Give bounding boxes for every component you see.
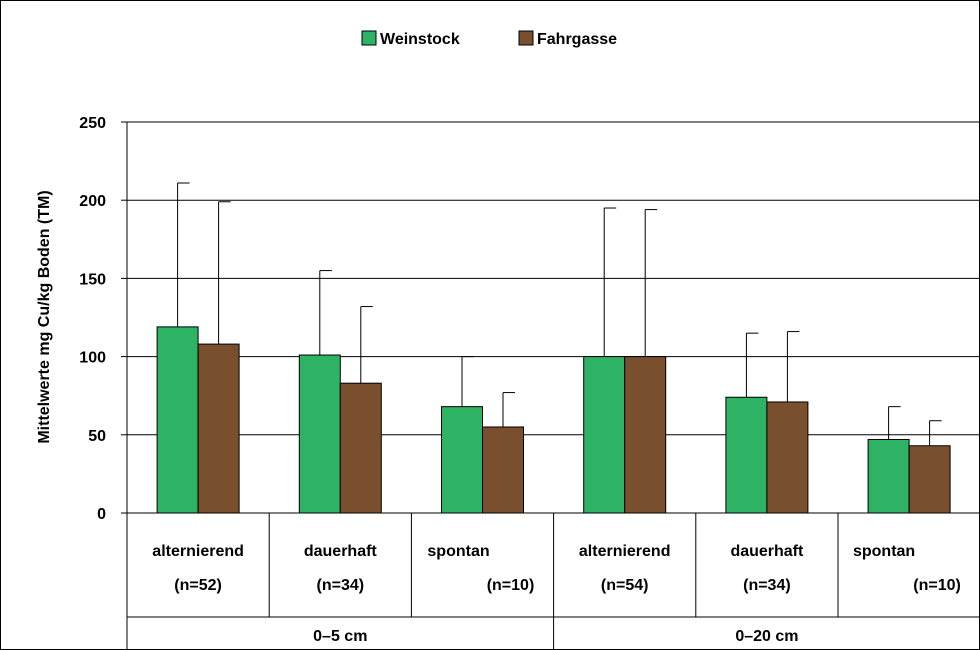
legend-label-fahrgasse: Fahrgasse xyxy=(537,31,617,48)
bar-fahrgasse xyxy=(482,426,524,514)
legend-swatch-weinstock xyxy=(361,30,377,46)
x-category-label: alternierend xyxy=(152,543,244,560)
x-category-n: (n=52) xyxy=(174,577,222,594)
legend-swatch-fahrgasse xyxy=(518,30,534,46)
bar-weinstock xyxy=(298,354,341,514)
x-category-label: spontan xyxy=(427,543,489,560)
x-category-n: (n=34) xyxy=(743,577,791,594)
x-category-label: spontan xyxy=(853,543,915,560)
x-category-label: dauerhaft xyxy=(730,543,804,560)
error-bars xyxy=(177,182,942,446)
y-tick-label: 200 xyxy=(79,193,106,210)
bar-fahrgasse xyxy=(339,382,382,514)
y-tick-label: 250 xyxy=(79,115,106,132)
bar-weinstock xyxy=(156,326,199,514)
bar-fahrgasse xyxy=(197,343,240,514)
bar-weinstock xyxy=(725,396,768,514)
bars xyxy=(156,326,951,514)
bar-weinstock xyxy=(441,406,483,514)
bar-fahrgasse xyxy=(624,356,667,514)
x-axis-labels: alternierend (n=52) dauerhaft (n=34) spontan… xyxy=(152,543,961,645)
x-category-n: (n=10) xyxy=(487,577,535,594)
y-tick-label: 100 xyxy=(79,350,106,367)
y-axis-ticks: 0 50 100 150 200 250 xyxy=(79,115,127,523)
y-tick-label: 50 xyxy=(88,428,106,445)
grid-lines xyxy=(127,121,980,436)
legend: Weinstock Fahrgasse xyxy=(361,30,617,48)
y-tick-label: 150 xyxy=(79,271,106,288)
x-category-n: (n=54) xyxy=(601,577,649,594)
bar-weinstock xyxy=(583,356,626,514)
bar-fahrgasse xyxy=(766,401,809,514)
x-group-label: 0–20 cm xyxy=(735,628,798,645)
x-category-n: (n=10) xyxy=(913,577,961,594)
bar-weinstock xyxy=(867,438,910,514)
x-category-label: alternierend xyxy=(579,543,671,560)
x-category-n: (n=34) xyxy=(317,577,365,594)
bar-fahrgasse xyxy=(908,445,951,514)
y-axis-label: Mittelwerte mg Cu/kg Boden (TM) xyxy=(36,190,53,443)
axes xyxy=(126,122,980,650)
x-group-label: 0–5 cm xyxy=(313,628,367,645)
y-tick-label: 0 xyxy=(97,506,106,523)
x-category-label: dauerhaft xyxy=(304,543,378,560)
legend-label-weinstock: Weinstock xyxy=(380,31,460,48)
